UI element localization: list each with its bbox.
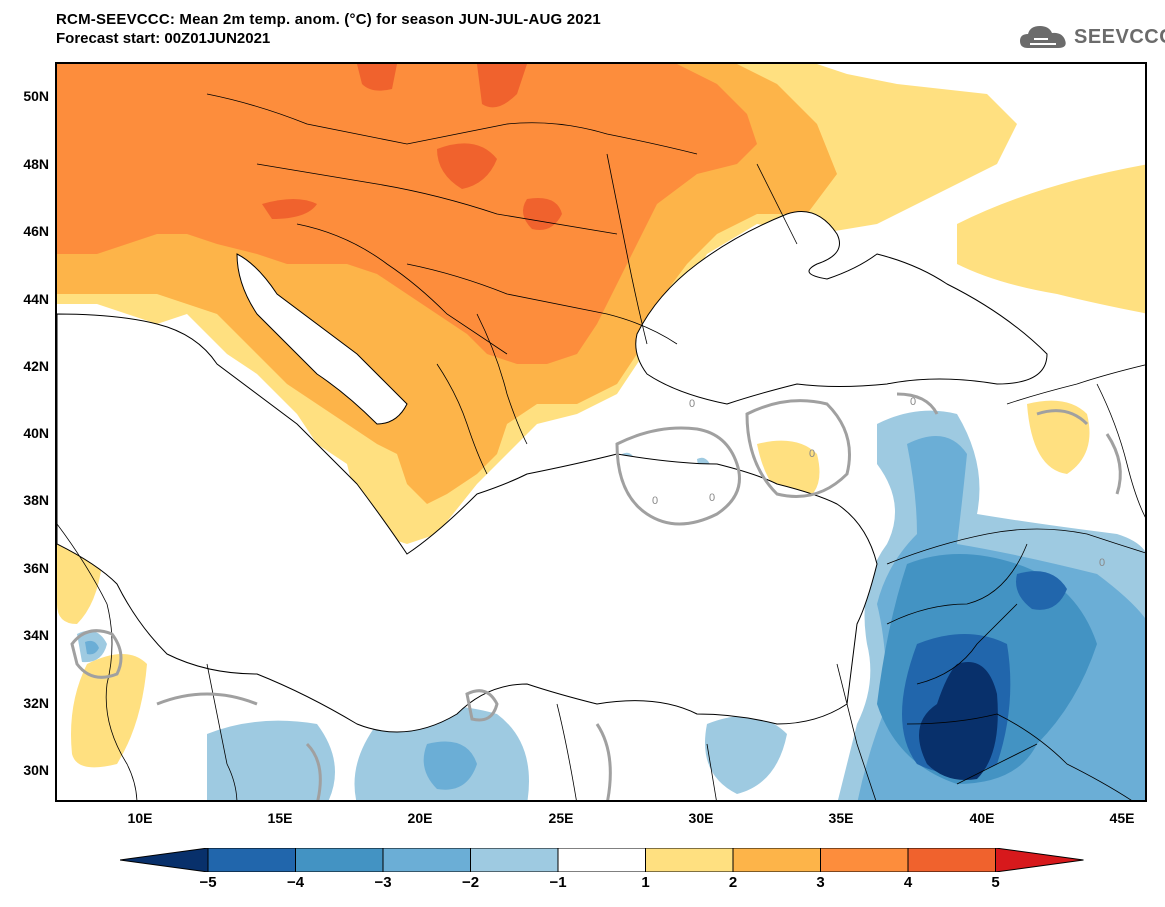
colorbar-tick-label: −2 [461, 874, 480, 891]
colorbar-segment [557, 847, 646, 873]
colorbar-segment [645, 847, 734, 873]
colorbar-segment [382, 847, 471, 873]
colorbar-tick-label: −1 [549, 874, 567, 891]
anomaly-minus1-patch [705, 716, 787, 794]
black-sea [635, 211, 1048, 405]
anomaly-plus1-patch [757, 440, 820, 504]
contour-label: 0 [809, 448, 815, 460]
contour-labels: 0 0 0 0 0 0 [652, 396, 1105, 569]
anomaly-minus1-patch [207, 720, 335, 800]
colorbar-tick-label: −4 [286, 874, 305, 891]
mediterranean-sea [57, 313, 878, 733]
lon-label: 10E [127, 810, 153, 826]
anomaly-plus1-area [957, 164, 1145, 314]
colorbar-tick-label: −3 [374, 874, 392, 891]
anomaly-minus2-patch [423, 741, 477, 790]
anomaly-plus1-patch [71, 654, 147, 768]
anomaly-plus1-patch [1027, 400, 1090, 474]
sea-areas [57, 211, 1048, 733]
lat-label: 48N [23, 156, 49, 172]
colorbar-segment [119, 847, 209, 873]
adriatic-sea [236, 253, 408, 425]
lat-label: 38N [23, 492, 49, 508]
logo-text: SEEVCCC [1074, 25, 1165, 48]
cloud-icon [1020, 26, 1066, 48]
anomaly-minus4-patch [1016, 571, 1067, 610]
colorbar [119, 847, 1086, 877]
lat-label: 32N [23, 695, 49, 711]
colorbar-tick-label: −5 [199, 874, 217, 891]
lon-label: 30E [688, 810, 714, 826]
cold-anomaly-shading [77, 410, 1145, 800]
colorbar-segment [207, 847, 296, 873]
anomaly-plus3-area [57, 64, 757, 364]
country-borders [57, 93, 1145, 800]
anomaly-plus4-patch [262, 199, 317, 219]
anomaly-plus4-patch [357, 64, 397, 91]
lat-label: 46N [23, 223, 49, 239]
colorbar-tick-label: 2 [728, 874, 738, 891]
colorbar-tick-label: 3 [816, 874, 825, 891]
anomaly-plus4-patch [477, 64, 527, 108]
colorbar-segment [995, 847, 1084, 873]
lat-label: 34N [23, 627, 49, 643]
colorbar-svg [119, 847, 1084, 873]
lon-label: 35E [828, 810, 854, 826]
lat-label: 42N [23, 358, 49, 374]
colorbar-tick-label: 1 [641, 874, 650, 891]
colorbar-tick-label: 5 [991, 874, 1000, 891]
lat-label: 44N [23, 291, 49, 307]
lat-label: 50N [23, 88, 49, 104]
colorbar-segments [119, 847, 1084, 873]
anomaly-map: 0 0 0 0 0 0 [55, 62, 1147, 802]
contour-label: 0 [1099, 557, 1105, 569]
lon-label: 45E [1109, 810, 1135, 826]
lat-label: 30N [23, 762, 49, 778]
anomaly-plus4-patch [523, 198, 562, 230]
lat-label: 40N [23, 425, 49, 441]
colorbar-segment [295, 847, 384, 873]
contour-label: 0 [652, 495, 658, 507]
warm-anomaly-shading [57, 64, 1145, 768]
colorbar-segment [470, 847, 559, 873]
contour-label: 0 [910, 396, 916, 408]
lat-label: 36N [23, 560, 49, 576]
anomaly-minus2-patch [85, 640, 99, 655]
colorbar-segment [907, 847, 996, 873]
colorbar-segment [732, 847, 821, 873]
forecast-start: Forecast start: 00Z01JUN2021 [56, 30, 271, 47]
map-canvas: 0 0 0 0 0 0 [57, 64, 1145, 800]
lon-label: 15E [267, 810, 293, 826]
lon-label: 20E [407, 810, 433, 826]
map-title: RCM-SEEVCCC: Mean 2m temp. anom. (°C) fo… [56, 11, 601, 28]
lon-label: 40E [969, 810, 995, 826]
zero-contours [70, 392, 1122, 800]
seevccc-logo: SEEVCCC [1018, 22, 1165, 52]
colorbar-segment [820, 847, 909, 873]
lon-label: 25E [548, 810, 574, 826]
contour-label: 0 [709, 492, 715, 504]
anomaly-plus4-patch [437, 143, 497, 189]
colorbar-tick-label: 4 [903, 874, 913, 891]
contour-label: 0 [689, 398, 695, 410]
